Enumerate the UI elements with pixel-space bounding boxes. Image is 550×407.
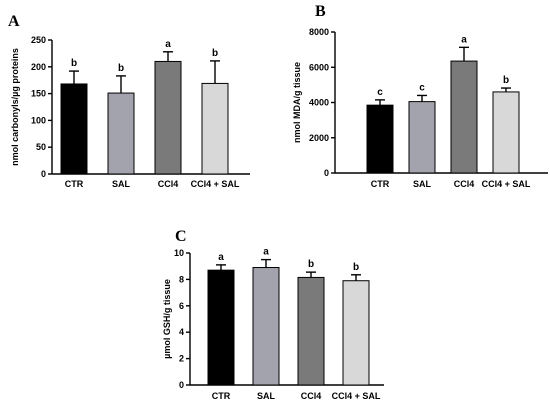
y-tick-label: 150	[31, 89, 46, 99]
y-tick-label: 0	[179, 380, 184, 390]
bar-2	[252, 267, 280, 386]
y-tick-label: 4	[179, 327, 184, 337]
y-axis-title: nmol carbonyls/µg proteins	[10, 48, 20, 166]
panel-letter-a: A	[8, 13, 20, 30]
bar-3	[297, 276, 325, 386]
bar-4	[342, 280, 370, 386]
y-tick-label: 2	[179, 354, 184, 364]
significance-letter: c	[377, 87, 383, 98]
x-tick-label: CCl4 + SAL	[332, 391, 381, 401]
significance-letter: b	[118, 63, 124, 74]
x-tick-label: CTR	[212, 391, 231, 401]
y-axis-title: nmol MDA/g tissue	[292, 62, 302, 143]
y-tick-label: 6	[179, 301, 184, 311]
x-tick-label: CTR	[371, 179, 390, 189]
bar-3	[154, 60, 182, 175]
x-tick-label: SAL	[112, 179, 131, 189]
y-tick-label: 50	[36, 142, 46, 152]
y-tick-label: 6000	[309, 62, 329, 72]
x-tick-label: SAL	[413, 179, 432, 189]
x-tick-label: CCl4 + SAL	[482, 179, 531, 189]
significance-letter: b	[308, 259, 314, 270]
x-tick-label: CCl4	[454, 179, 475, 189]
y-tick-label: 8000	[309, 27, 329, 37]
x-tick-label: SAL	[257, 391, 276, 401]
bar-4	[201, 82, 229, 175]
bar-1	[366, 104, 394, 174]
x-tick-label: CCl4	[158, 179, 179, 189]
y-tick-label: 0	[324, 168, 329, 178]
bar-2	[408, 101, 436, 174]
x-tick-label: CTR	[65, 179, 84, 189]
x-tick-label: CCl4	[301, 391, 322, 401]
bar-1	[60, 83, 88, 175]
panel-letter-c: C	[175, 228, 187, 245]
bar-3	[450, 60, 478, 174]
x-tick-label: CCl4 + SAL	[191, 179, 240, 189]
y-axis-title: µmol GSH/g tissue	[162, 279, 172, 359]
significance-letter: b	[212, 48, 218, 59]
bar-2	[107, 92, 135, 175]
bar-4	[492, 91, 520, 174]
significance-letter: b	[71, 58, 77, 69]
significance-letter: c	[419, 82, 425, 93]
y-tick-label: 0	[41, 169, 46, 179]
y-tick-label: 250	[31, 35, 46, 45]
significance-letter: b	[503, 75, 509, 86]
panel-c: C 0 2 4 6 8 10 µmol GSH/g tissue a CTR a SAL b CCl4 b C…	[162, 228, 384, 401]
y-tick-label: 10	[174, 248, 184, 258]
significance-letter: a	[218, 252, 224, 263]
panel-letter-b: B	[315, 3, 326, 20]
y-tick-label: 2000	[309, 133, 329, 143]
significance-letter: b	[353, 262, 359, 273]
y-tick-label: 200	[31, 62, 46, 72]
significance-letter: a	[461, 34, 467, 45]
y-tick-label: 8	[179, 274, 184, 284]
y-tick-label: 100	[31, 115, 46, 125]
y-tick-label: 4000	[309, 98, 329, 108]
significance-letter: a	[165, 39, 171, 50]
panel-b: B 0 2000 4000 6000 8000 nmol MDA/g tissue c CTR c…	[292, 3, 548, 189]
panel-a: A 0 50 100 150 200 250 nmol carbonyls/µg protei…	[8, 13, 250, 189]
significance-letter: a	[263, 247, 269, 258]
bar-1	[207, 269, 235, 386]
